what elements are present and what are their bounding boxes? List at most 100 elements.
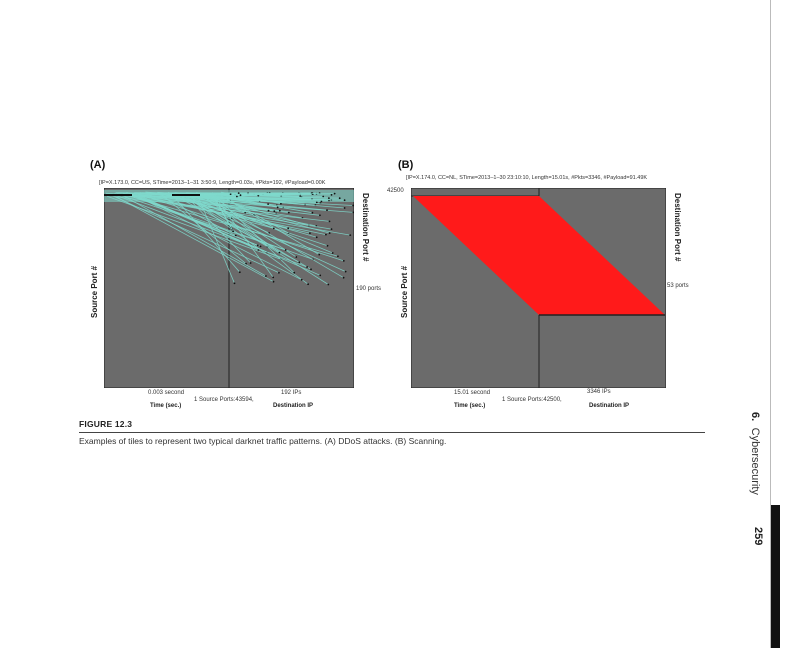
ddos-endpoint-dot bbox=[280, 202, 282, 205]
panel-a-letter: (A) bbox=[90, 159, 106, 171]
figure-rule bbox=[79, 432, 705, 433]
ddos-endpoint-dot bbox=[311, 211, 314, 214]
panel-b-top-port: 42500 bbox=[387, 188, 404, 194]
ddos-line bbox=[154, 192, 239, 195]
ddos-endpoint-dot bbox=[343, 199, 346, 202]
ddos-line bbox=[105, 192, 269, 205]
ddos-endpoint-dot bbox=[325, 233, 327, 236]
figure-label: FIGURE 12.3 bbox=[79, 419, 133, 429]
ddos-endpoint-dot bbox=[232, 230, 235, 233]
ddos-endpoint-dot bbox=[298, 261, 301, 264]
ddos-endpoint-dot bbox=[272, 276, 275, 279]
ddos-line bbox=[202, 194, 344, 279]
ddos-endpoint-dot bbox=[330, 194, 333, 196]
ddos-line bbox=[219, 194, 278, 208]
panel-b-ip-count: 3346 IPs bbox=[587, 389, 611, 395]
ddos-endpoint-dot bbox=[342, 260, 345, 262]
ddos-endpoint-dot bbox=[352, 204, 354, 207]
ddos-endpoint-dot bbox=[256, 244, 259, 247]
ddos-endpoint-dot bbox=[299, 195, 302, 197]
ddos-line bbox=[124, 196, 267, 277]
panel-a-port-count: 190 ports bbox=[356, 286, 382, 292]
panel-b-letter: (B) bbox=[398, 159, 414, 171]
panel-a-ip-count: 192 IPs bbox=[281, 390, 302, 396]
panel-a-right-axis-label: Destination Port # bbox=[361, 193, 370, 262]
ddos-line bbox=[129, 194, 258, 246]
ddos-line bbox=[161, 194, 247, 265]
ddos-line bbox=[121, 194, 269, 211]
ddos-line bbox=[106, 195, 281, 260]
ddos-endpoint-dot bbox=[318, 253, 321, 256]
ddos-endpoint-dot bbox=[237, 192, 240, 194]
ddos-endpoint-dot bbox=[326, 244, 329, 247]
section-number: 6. bbox=[749, 412, 761, 422]
panel-b-plot bbox=[411, 188, 666, 388]
ddos-line bbox=[179, 196, 328, 247]
panel-a-metadata: [IP=X.173.0, CC=US, STime=2013–1–31 3:50… bbox=[99, 180, 326, 186]
panel-b-right-axis-label: Destination Port # bbox=[673, 193, 682, 262]
ddos-endpoint-dot bbox=[273, 210, 276, 213]
ddos-endpoint-dot bbox=[344, 270, 347, 273]
ddos-line bbox=[214, 195, 274, 278]
page-edge-rule bbox=[770, 0, 771, 648]
panel-b-source-ports: 1 Source Ports:42500, bbox=[502, 397, 562, 403]
ddos-endpoint-dot bbox=[328, 220, 331, 223]
panel-a-plot bbox=[104, 188, 354, 388]
section-title: Cybersecurity bbox=[749, 427, 761, 495]
ddos-endpoint-dot bbox=[295, 256, 298, 258]
ddos-line bbox=[184, 196, 268, 248]
ddos-endpoint-dot bbox=[257, 249, 260, 251]
figure-caption: Examples of tiles to represent two typic… bbox=[79, 436, 447, 446]
ddos-line bbox=[194, 196, 275, 212]
ddos-line bbox=[115, 196, 274, 283]
ddos-endpoint-dot bbox=[229, 193, 232, 195]
ddos-endpoint-dot bbox=[327, 283, 330, 286]
ddos-endpoint-dot bbox=[272, 280, 275, 283]
ddos-line bbox=[111, 193, 308, 268]
panel-b-y-axis-label: Source Port # bbox=[400, 265, 409, 318]
ddos-endpoint-dot bbox=[306, 266, 308, 268]
panel-a-source-ports: 1 Source Ports:43594, bbox=[194, 397, 254, 403]
panel-a-destination-label: Destination IP bbox=[273, 403, 314, 409]
ddos-endpoint-dot bbox=[326, 209, 328, 212]
ddos-line bbox=[196, 193, 235, 284]
ddos-endpoint-dot bbox=[352, 211, 354, 214]
ddos-endpoint-dot bbox=[276, 206, 279, 209]
ddos-endpoint-dot bbox=[320, 200, 323, 203]
ddos-endpoint-dot bbox=[249, 262, 252, 264]
ddos-endpoint-dot bbox=[315, 201, 318, 204]
ddos-endpoint-dot bbox=[300, 278, 303, 281]
ddos-endpoint-dot bbox=[267, 203, 269, 205]
ddos-line bbox=[139, 192, 274, 229]
ddos-endpoint-dot bbox=[349, 234, 352, 236]
ddos-endpoint-dot bbox=[330, 228, 333, 230]
ddos-line bbox=[220, 195, 320, 255]
ddos-line bbox=[162, 193, 289, 229]
panel-a-time-label: Time (sec.) bbox=[150, 403, 182, 409]
ddos-endpoint-dot bbox=[265, 275, 267, 277]
ddos-endpoint-dot bbox=[287, 227, 290, 230]
ddos-endpoint-dot bbox=[284, 249, 287, 251]
ddos-endpoint-dot bbox=[287, 211, 290, 214]
ddos-line bbox=[168, 191, 300, 263]
ddos-endpoint-dot bbox=[315, 236, 318, 239]
ddos-endpoint-dot bbox=[337, 255, 339, 258]
ddos-endpoint-dot bbox=[233, 282, 236, 285]
panel-b-duration: 15.01 second bbox=[454, 390, 491, 396]
ddos-endpoint-dot bbox=[333, 192, 336, 195]
ddos-endpoint-dot bbox=[239, 194, 242, 197]
page-number: 259 bbox=[752, 527, 764, 546]
ddos-endpoint-dot bbox=[278, 271, 280, 274]
panel-a-y-axis-label: Source Port # bbox=[90, 265, 99, 318]
ddos-endpoint-dot bbox=[310, 268, 312, 271]
ddos-endpoint-dot bbox=[319, 214, 321, 217]
panel-a-duration: 0.003 second bbox=[148, 390, 185, 396]
panel-b-time-label: Time (sec.) bbox=[454, 403, 486, 409]
ddos-endpoint-dot bbox=[328, 197, 330, 199]
ddos-endpoint-dot bbox=[267, 209, 270, 212]
ddos-line bbox=[116, 196, 330, 222]
ddos-endpoint-dot bbox=[278, 251, 281, 254]
ddos-endpoint-dot bbox=[238, 271, 241, 274]
ddos-endpoint-dot bbox=[338, 197, 341, 200]
ddos-endpoint-dot bbox=[293, 271, 296, 274]
